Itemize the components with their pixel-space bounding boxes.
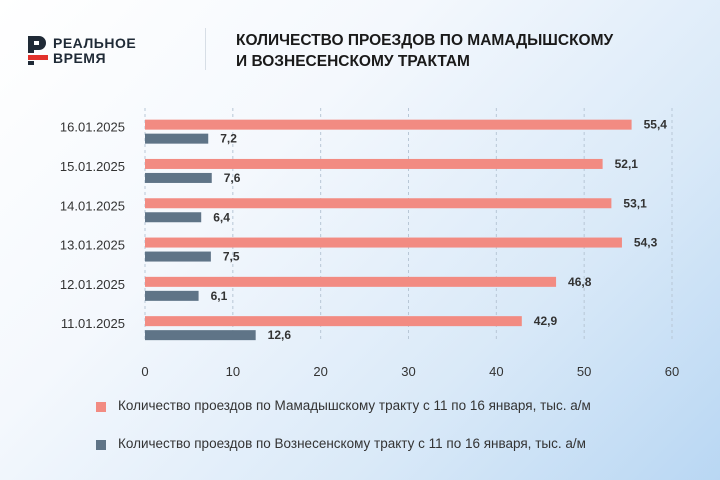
y-category-label: 12.01.2025	[60, 277, 125, 292]
bar-voznesensk	[145, 330, 256, 341]
data-label-mamadysh: 52,1	[615, 157, 639, 171]
data-label-voznesensk: 6,1	[211, 289, 228, 303]
data-label-voznesensk: 7,6	[224, 171, 241, 185]
x-tick-label-20: 20	[313, 364, 327, 379]
logo-mark-icon	[28, 36, 48, 65]
logo-text-top: РЕАЛЬНОЕ	[53, 35, 137, 51]
bar-voznesensk	[145, 172, 212, 183]
x-tick-label-60: 60	[665, 364, 679, 379]
data-label-voznesensk: 6,4	[213, 210, 230, 224]
x-tick-label-40: 40	[489, 364, 503, 379]
x-tick-label-10: 10	[226, 364, 240, 379]
x-tick-label-30: 30	[401, 364, 415, 379]
legend-swatch-mamadysh	[96, 402, 106, 412]
legend-label-mamadysh: Количество проездов по Мамадышскому трак…	[118, 398, 591, 413]
chart-title-line-1: КОЛИЧЕСТВО ПРОЕЗДОВ ПО МАМАДЫШСКОМУ	[236, 32, 614, 49]
data-label-voznesensk: 12,6	[268, 328, 292, 342]
bar-mamadysh	[145, 316, 522, 327]
y-category-label: 14.01.2025	[60, 198, 125, 213]
x-tick-label-50: 50	[577, 364, 591, 379]
data-label-mamadysh: 53,1	[623, 196, 647, 210]
x-tick-label-0: 0	[141, 364, 148, 379]
y-category-label: 16.01.2025	[60, 120, 125, 135]
bar-mamadysh	[145, 237, 622, 248]
data-label-mamadysh: 46,8	[568, 275, 592, 289]
data-label-voznesensk: 7,2	[220, 132, 237, 146]
bar-mamadysh	[145, 276, 557, 287]
y-category-label: 13.01.2025	[60, 238, 125, 253]
y-category-label: 15.01.2025	[60, 159, 125, 174]
bar-voznesensk	[145, 212, 202, 223]
legend-swatch-voznesensk	[96, 440, 106, 450]
chart-title-line-2: И ВОЗНЕСЕНСКОМУ ТРАКТАМ	[236, 53, 470, 70]
legend-label-voznesensk: Количество проездов по Вознесенскому тра…	[118, 436, 586, 451]
logo-text-bottom: ВРЕМЯ	[53, 50, 107, 66]
brand-logo: РЕАЛЬНОЕ ВРЕМЯ	[26, 32, 196, 72]
bar-mamadysh	[145, 119, 632, 130]
y-category-label: 11.01.2025	[61, 316, 125, 331]
chart-title: КОЛИЧЕСТВО ПРОЕЗДОВ ПО МАМАДЫШСКОМУ И ВО…	[236, 30, 706, 72]
bar-voznesensk	[145, 290, 199, 301]
data-label-voznesensk: 7,5	[223, 250, 240, 264]
data-label-mamadysh: 42,9	[534, 314, 558, 328]
bar-chart: 0 10 20 30 40 50 60 16.01.2025 55,4 7,2 15.01.2025…	[60, 108, 679, 379]
bar-voznesensk	[145, 251, 211, 262]
data-label-mamadysh: 55,4	[644, 118, 668, 132]
bar-mamadysh	[145, 198, 612, 209]
data-label-mamadysh: 54,3	[634, 236, 658, 250]
bar-mamadysh	[145, 158, 603, 169]
bar-voznesensk	[145, 133, 209, 144]
header-divider	[205, 28, 206, 70]
